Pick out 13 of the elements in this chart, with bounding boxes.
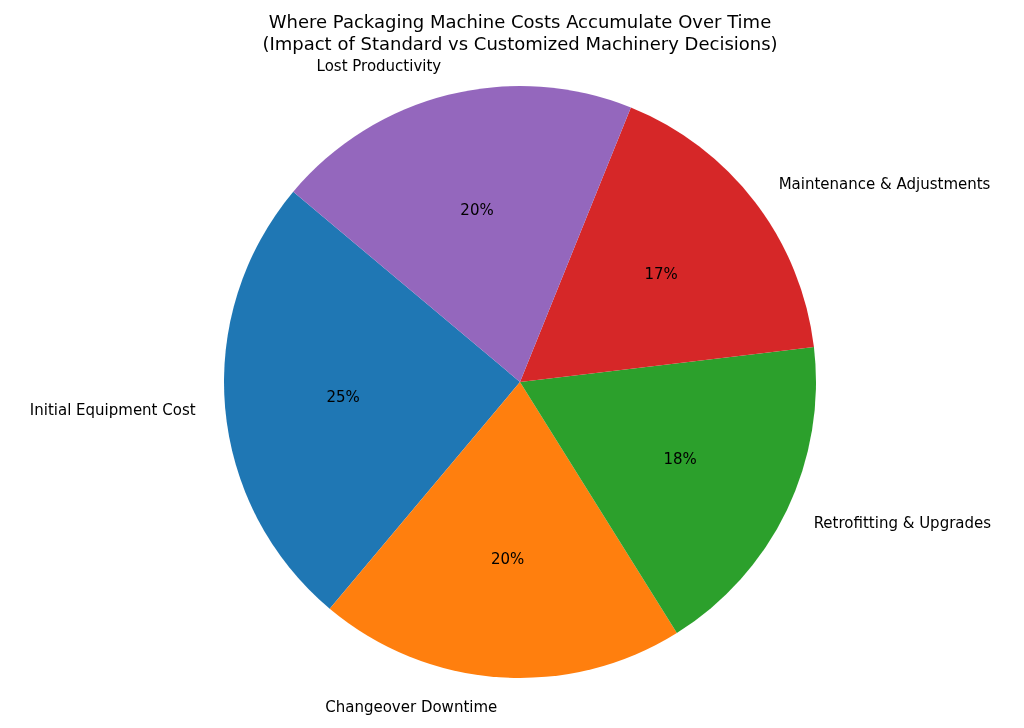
data-label: 20% bbox=[490, 550, 525, 569]
chart-subtitle: (Impact of Standard vs Customized Machinery Decisions) bbox=[262, 33, 778, 54]
slice-label: Retrofitting & Upgrades bbox=[813, 513, 992, 532]
slice-label: Initial Equipment Cost bbox=[29, 401, 196, 420]
data-label: 20% bbox=[460, 200, 494, 219]
pie-slice bbox=[293, 86, 631, 382]
data-label: 18% bbox=[663, 449, 697, 468]
data-label: 17% bbox=[644, 265, 678, 284]
slice-label: Maintenance & Adjustments bbox=[778, 175, 991, 194]
slice-label: Changeover Downtime bbox=[325, 697, 498, 716]
slice-label: Lost Productivity bbox=[316, 57, 442, 76]
chart-title: Where Packaging Machine Costs Accumulate Over Time bbox=[268, 11, 772, 32]
data-label: 25% bbox=[326, 388, 360, 407]
